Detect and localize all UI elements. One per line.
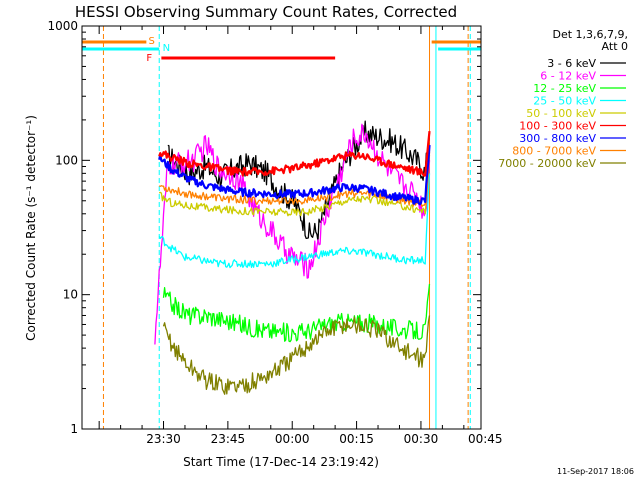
- legend-label: 800 - 7000 keV: [512, 145, 596, 158]
- series-line: [158, 154, 431, 217]
- legend-header: Det 1,3,6,7,9,: [552, 28, 628, 41]
- flare-flag-label: F: [146, 53, 152, 64]
- series-line: [158, 173, 431, 269]
- legend-label: 50 - 100 keV: [526, 107, 596, 120]
- y-tick-label: 1000: [47, 19, 78, 33]
- series-line: [158, 130, 431, 177]
- legend-label: 6 - 12 keV: [540, 70, 596, 83]
- x-tick-label: 00:15: [339, 432, 374, 446]
- series-line: [158, 144, 431, 206]
- y-tick-label: 10: [63, 288, 78, 302]
- series-line: [154, 123, 431, 345]
- x-tick-label: 00:30: [404, 432, 439, 446]
- chart-title: HESSI Observing Summary Count Rates, Cor…: [75, 3, 457, 21]
- x-axis: 23:30 23:45 00:00 00:15 00:30 00:45: [98, 26, 503, 446]
- legend-label: 3 - 6 keV: [547, 57, 596, 70]
- night-flag-label: N: [163, 43, 170, 54]
- legend-label: 12 - 25 keV: [533, 82, 596, 95]
- legend-label: 25 - 50 keV: [533, 95, 596, 108]
- x-tick-label: 00:45: [468, 432, 503, 446]
- series-line: [162, 315, 431, 395]
- y-tick-label: 1: [70, 422, 78, 436]
- x-tick-label: 00:00: [275, 432, 310, 446]
- series-line: [158, 152, 431, 208]
- attenuator-flags: SNF: [82, 26, 481, 429]
- legend-label: 7000 - 20000 keV: [498, 157, 596, 170]
- y-tick-label: 100: [55, 153, 78, 167]
- y-axis-label: Corrected Count Rate (s⁻¹ detector⁻¹): [24, 115, 38, 341]
- x-axis-label: Start Time (17-Dec-14 23:19:42): [183, 455, 379, 469]
- y-axis: 1 10 100 1000: [47, 19, 481, 436]
- legend-header: Att 0: [602, 40, 628, 53]
- legend-label: 100 - 300 keV: [519, 120, 596, 133]
- series-layer: [154, 120, 431, 395]
- legend-label: 300 - 800 keV: [519, 132, 596, 145]
- x-tick-label: 23:30: [146, 432, 181, 446]
- x-tick-label: 23:45: [211, 432, 246, 446]
- plot-frame: [81, 25, 482, 430]
- saa-flag-label: S: [149, 36, 155, 47]
- footer-timestamp: 11-Sep-2017 18:06: [557, 467, 634, 476]
- series-line: [167, 120, 431, 242]
